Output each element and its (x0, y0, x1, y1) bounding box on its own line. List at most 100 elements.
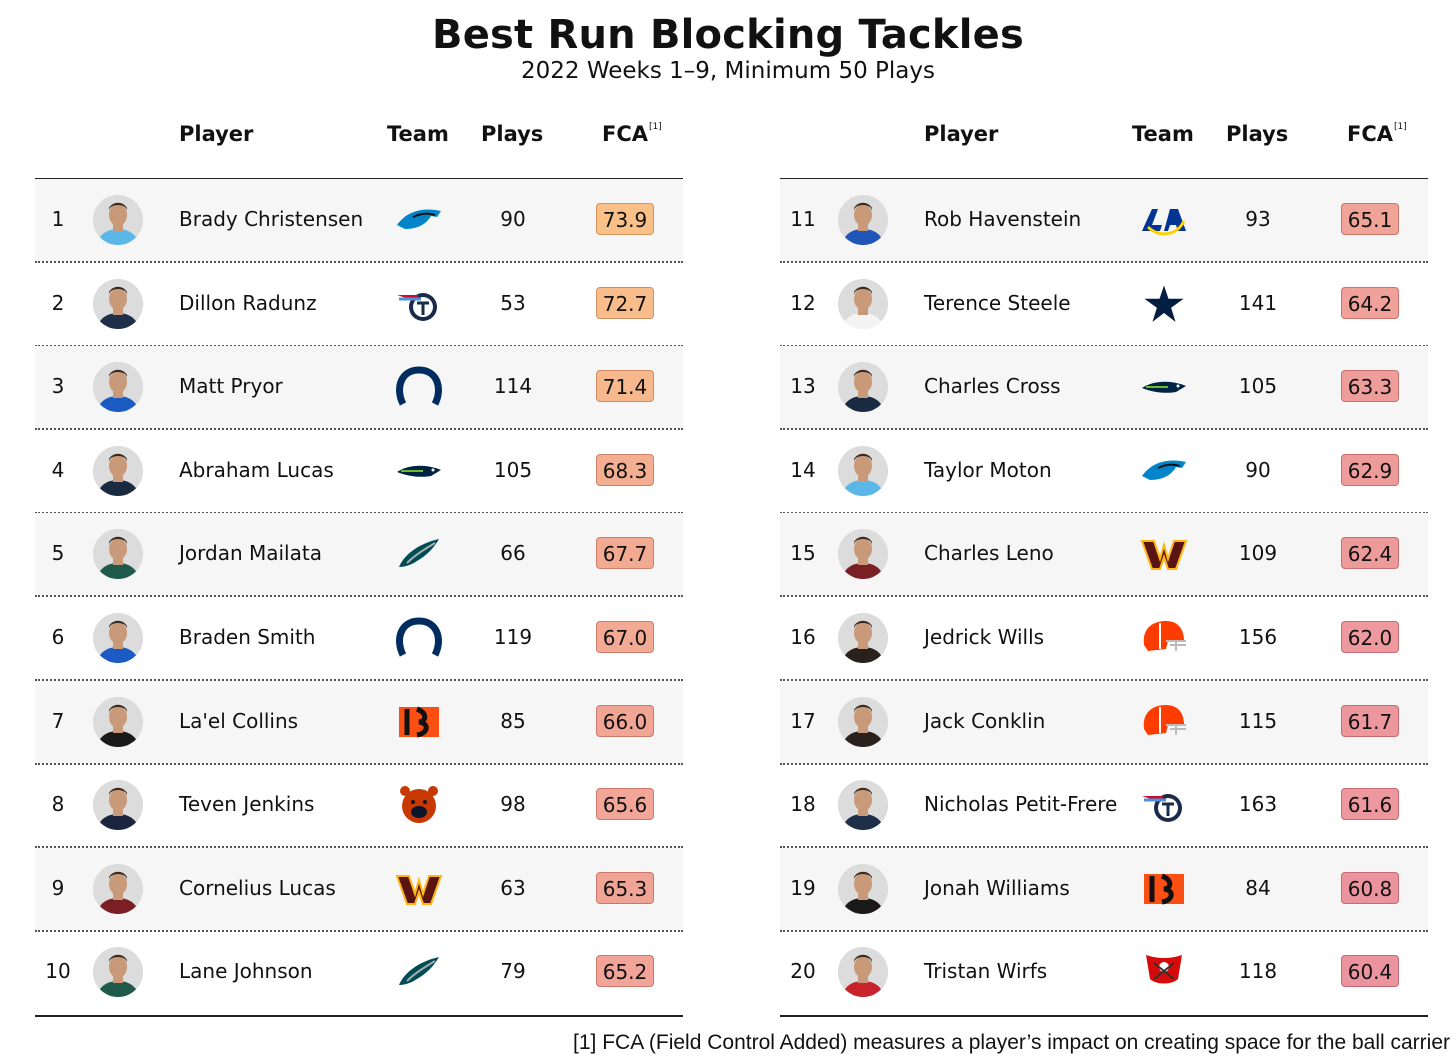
titans-logo-icon (1138, 782, 1190, 828)
table-row: 17 Jack Conklin 115 61.7 (780, 680, 1428, 765)
row-separator (780, 595, 1428, 598)
player-headshot (93, 362, 143, 413)
player-headshot (93, 613, 143, 663)
plays-cell: 163 (1238, 792, 1278, 817)
table-row: 19 Jonah Williams 84 60.8 (780, 847, 1428, 932)
player-headshot (93, 696, 143, 747)
plays-cell: 63 (500, 875, 526, 900)
row-separator (780, 762, 1428, 765)
fca-value-badge: 61.6 (1341, 788, 1399, 821)
fca-value-badge: 67.7 (596, 537, 654, 570)
plays-cell: 115 (1238, 708, 1278, 733)
table-row: 10 Lane Johnson 79 65.2 (35, 931, 683, 1014)
plays-cell: 93 (1245, 207, 1271, 231)
fca-value-badge: 65.2 (596, 955, 654, 988)
row-separator (780, 428, 1428, 431)
plays-cell: 53 (500, 290, 526, 315)
table-row: 3 Matt Pryor 114 71.4 (35, 346, 683, 431)
fca-value-badge: 63.3 (1341, 370, 1399, 403)
rank-cell: 10 (45, 959, 71, 984)
panthers-logo-icon (393, 197, 445, 243)
player-headshot (838, 445, 888, 496)
row-separator (780, 846, 1428, 849)
fca-value-badge: 73.9 (596, 203, 654, 235)
commanders-logo-icon (393, 866, 445, 912)
fca-value-badge: 64.2 (1341, 286, 1399, 319)
row-separator (35, 511, 683, 514)
browns-logo-icon (1138, 699, 1190, 745)
row-separator (780, 679, 1428, 681)
plays-cell: 90 (500, 207, 526, 231)
chart-subtitle: 2022 Weeks 1–9, Minimum 50 Plays (521, 58, 935, 84)
rank-cell: 1 (51, 207, 65, 231)
table-row: 8 Teven Jenkins 98 65.6 (35, 764, 683, 849)
rank-cell: 3 (51, 374, 65, 399)
row-separator (780, 511, 1428, 514)
row-separator (35, 595, 683, 598)
player-name-cell: Terence Steele (924, 290, 1071, 315)
plays-cell: 119 (493, 625, 533, 649)
cowboys-logo-icon (1138, 280, 1190, 327)
rank-cell: 4 (51, 457, 65, 482)
column-header-fca-label: FCA (1347, 122, 1394, 146)
player-headshot (838, 613, 888, 663)
rank-cell: 15 (790, 541, 816, 566)
fca-value-badge: 61.7 (1341, 704, 1399, 737)
seahawks-logo-icon (1138, 364, 1190, 410)
player-headshot (93, 863, 143, 914)
player-headshot (838, 529, 888, 580)
player-name-cell: Nicholas Petit-Frere (924, 792, 1118, 817)
panthers-logo-icon (1138, 448, 1190, 494)
player-name-cell: Abraham Lucas (179, 457, 334, 482)
fca-footnote-marker: [1] (649, 122, 662, 132)
fca-value-badge: 68.3 (596, 453, 654, 486)
seahawks-logo-icon (393, 448, 445, 494)
player-name-cell: Matt Pryor (179, 374, 283, 399)
table-row: 4 Abraham Lucas 105 68.3 (35, 430, 683, 514)
column-header-fca-label: FCA (602, 122, 649, 146)
player-name-cell: Lane Johnson (179, 959, 313, 984)
plays-cell: 98 (500, 792, 526, 817)
player-headshot (93, 947, 143, 998)
rank-cell: 7 (51, 708, 65, 733)
commanders-logo-icon (1138, 531, 1190, 577)
rank-cell: 5 (51, 541, 65, 566)
player-headshot (838, 195, 888, 245)
column-header-player: Player (924, 122, 999, 146)
column-header-team: Team (1132, 122, 1194, 146)
row-separator (35, 929, 683, 932)
eagles-logo-icon (393, 531, 445, 577)
column-header-plays: Plays (481, 122, 544, 146)
player-name-cell: Braden Smith (179, 625, 316, 649)
rank-cell: 17 (790, 708, 816, 733)
row-separator (780, 261, 1428, 263)
player-name-cell: Dillon Radunz (179, 290, 317, 315)
plays-cell: 156 (1238, 625, 1278, 649)
player-name-cell: La'el Collins (179, 708, 299, 733)
bottom-rule (780, 1015, 1428, 1017)
plays-cell: 114 (493, 374, 533, 399)
rank-cell: 8 (51, 792, 65, 817)
plays-cell: 105 (493, 457, 533, 482)
row-separator (35, 261, 683, 263)
colts-logo-icon (393, 615, 445, 661)
rank-cell: 20 (790, 959, 816, 984)
row-separator (35, 344, 683, 347)
player-name-cell: Tristan Wirfs (924, 959, 1048, 984)
player-name-cell: Taylor Moton (924, 457, 1052, 482)
browns-logo-icon (1138, 615, 1190, 661)
player-headshot (93, 278, 143, 329)
player-headshot (838, 947, 888, 998)
table-row: 5 Jordan Mailata 66 67.7 (35, 513, 683, 598)
table-row: 6 Braden Smith 119 67.0 (35, 597, 683, 681)
buccaneers-logo-icon (1138, 949, 1190, 995)
player-headshot (838, 863, 888, 914)
column-header-fca: FCA[1] (602, 122, 662, 146)
player-name-cell: Jonah Williams (924, 875, 1070, 900)
fca-value-badge: 60.8 (1341, 871, 1399, 904)
column-header-fca: FCA[1] (1347, 122, 1407, 146)
plays-cell: 141 (1238, 290, 1278, 315)
row-separator (35, 846, 683, 849)
rank-cell: 9 (51, 875, 65, 900)
player-name-cell: Jack Conklin (924, 708, 1046, 733)
